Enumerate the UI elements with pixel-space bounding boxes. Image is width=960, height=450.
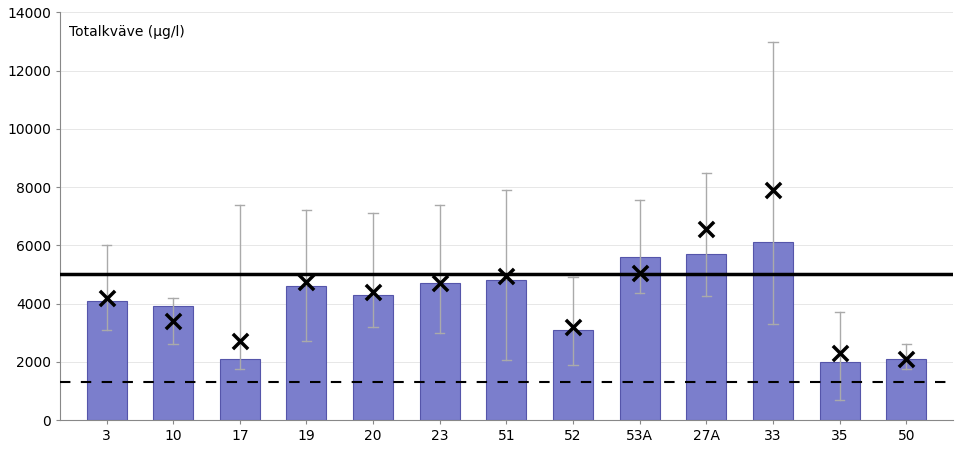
Bar (154, 306, 193, 420)
Point (699, 226, 714, 233)
Point (565, 323, 581, 330)
Bar (686, 254, 727, 420)
Bar (353, 295, 394, 420)
Point (899, 356, 914, 363)
Point (632, 270, 647, 277)
Bar (420, 283, 460, 420)
Point (499, 272, 515, 279)
Point (432, 279, 447, 287)
Point (832, 350, 848, 357)
Bar (86, 301, 127, 420)
Bar (620, 257, 660, 420)
Bar (820, 362, 860, 420)
Bar (286, 286, 326, 420)
Point (232, 338, 248, 345)
Text: Totalkväve (µg/l): Totalkväve (µg/l) (69, 25, 184, 39)
Point (99, 294, 114, 302)
Point (299, 278, 314, 285)
Point (765, 186, 780, 194)
Point (165, 317, 180, 324)
Bar (487, 280, 526, 420)
Bar (753, 243, 793, 420)
Bar (220, 359, 260, 420)
Bar (886, 359, 926, 420)
Point (366, 288, 381, 296)
Bar (553, 330, 593, 420)
